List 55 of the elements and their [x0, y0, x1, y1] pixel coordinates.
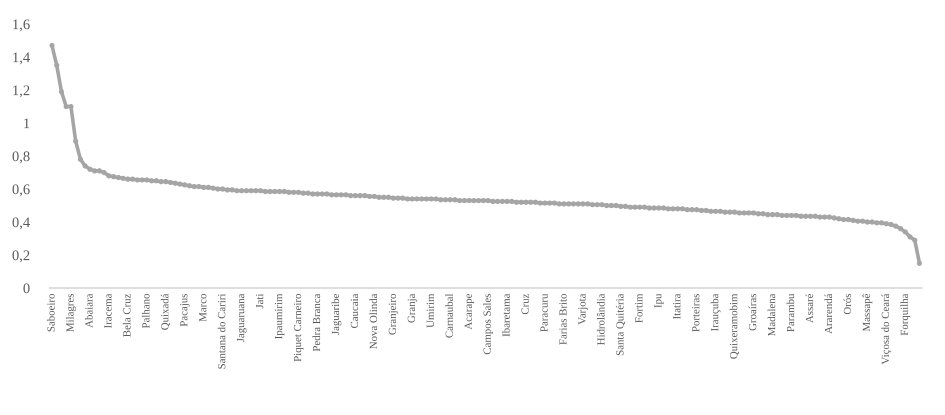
- x-tick-label: Quixadá: [160, 294, 170, 330]
- x-tick-label: Irauçuba: [710, 294, 721, 332]
- x-tick-label: Massapê: [862, 294, 872, 332]
- x-tick-label: Parambu: [786, 294, 794, 332]
- x-tick-label: Ipaumirim: [274, 294, 284, 339]
- x-tick-label: Umirim: [426, 294, 434, 328]
- x-tick-label: Orós: [843, 294, 852, 314]
- x-tick-label: Campos Sales: [483, 294, 494, 354]
- x-tick-label: Caucaia: [350, 294, 358, 328]
- x-tick-label: Quixeramobim: [730, 294, 739, 359]
- y-tick-label: 0: [23, 283, 30, 294]
- y-tick-label: 1,4: [13, 52, 30, 64]
- x-tick-label: Paracuru: [540, 294, 548, 332]
- x-tick-label: Madalena: [768, 294, 776, 336]
- x-tick-label: Marco: [199, 294, 206, 322]
- x-tick-label: Granjeiro: [388, 294, 398, 335]
- x-tick-label: Itatira: [673, 294, 680, 320]
- x-tick-label: Jaguaruana: [237, 294, 247, 342]
- x-tick-label: Bela Cruz: [122, 294, 131, 337]
- x-tick-label: Viçosa do Ceará: [881, 294, 892, 364]
- x-tick-label: Acarape: [464, 294, 474, 330]
- x-tick-label: Granja: [408, 294, 418, 323]
- x-tick-label: Iracema: [104, 294, 112, 328]
- x-tick-label: Hidrolândia: [596, 294, 605, 345]
- x-tick-label: Groaíras: [748, 294, 756, 330]
- x-tick-label: Piquet Carneiro: [294, 294, 304, 362]
- x-tick-label: Ipu: [654, 294, 664, 308]
- x-tick-label: Abaiara: [84, 294, 93, 328]
- x-tick-label: Jati: [256, 294, 264, 308]
- x-tick-label: Nova Olinda: [369, 294, 378, 349]
- y-tick-label: 1,2: [13, 85, 30, 98]
- x-tick-label: Jaguaribe: [331, 294, 342, 335]
- x-tick-label: Assaré: [806, 294, 814, 323]
- x-tick-label: Carnaubal: [445, 294, 453, 338]
- x-tick-label: Forquilha: [900, 294, 910, 336]
- x-tick-label: Farias Brito: [559, 294, 567, 345]
- x-tick-label: Pacajus: [180, 294, 190, 326]
- x-tick-label: Ararendá: [824, 294, 832, 334]
- x-tick-label: Milagres: [66, 294, 76, 332]
- y-tick-label: 0,8: [12, 151, 30, 164]
- y-tick-label: 0,6: [12, 184, 30, 196]
- x-tick-label: Fortim: [635, 294, 643, 323]
- y-tick-label: 1,6: [13, 19, 30, 32]
- x-tick-label: Ibaretama: [502, 294, 510, 336]
- y-tick-label: 0,4: [12, 217, 30, 230]
- x-tick-label: Porteiras: [692, 294, 700, 332]
- x-tick-label: Santa Quitéria: [616, 294, 626, 356]
- x-tick-label: Pedra Branca: [312, 294, 320, 352]
- x-tick-label: Saboeiro: [47, 294, 55, 332]
- x-tick-label: Palhano: [142, 294, 150, 328]
- x-tick-label: Santana do Cariri: [218, 294, 226, 369]
- x-tick-label: Cruz: [521, 294, 529, 314]
- y-tick-label: 0,2: [12, 250, 30, 262]
- y-tick-label: 1: [24, 118, 30, 128]
- x-tick-label: Varjota: [578, 294, 588, 325]
